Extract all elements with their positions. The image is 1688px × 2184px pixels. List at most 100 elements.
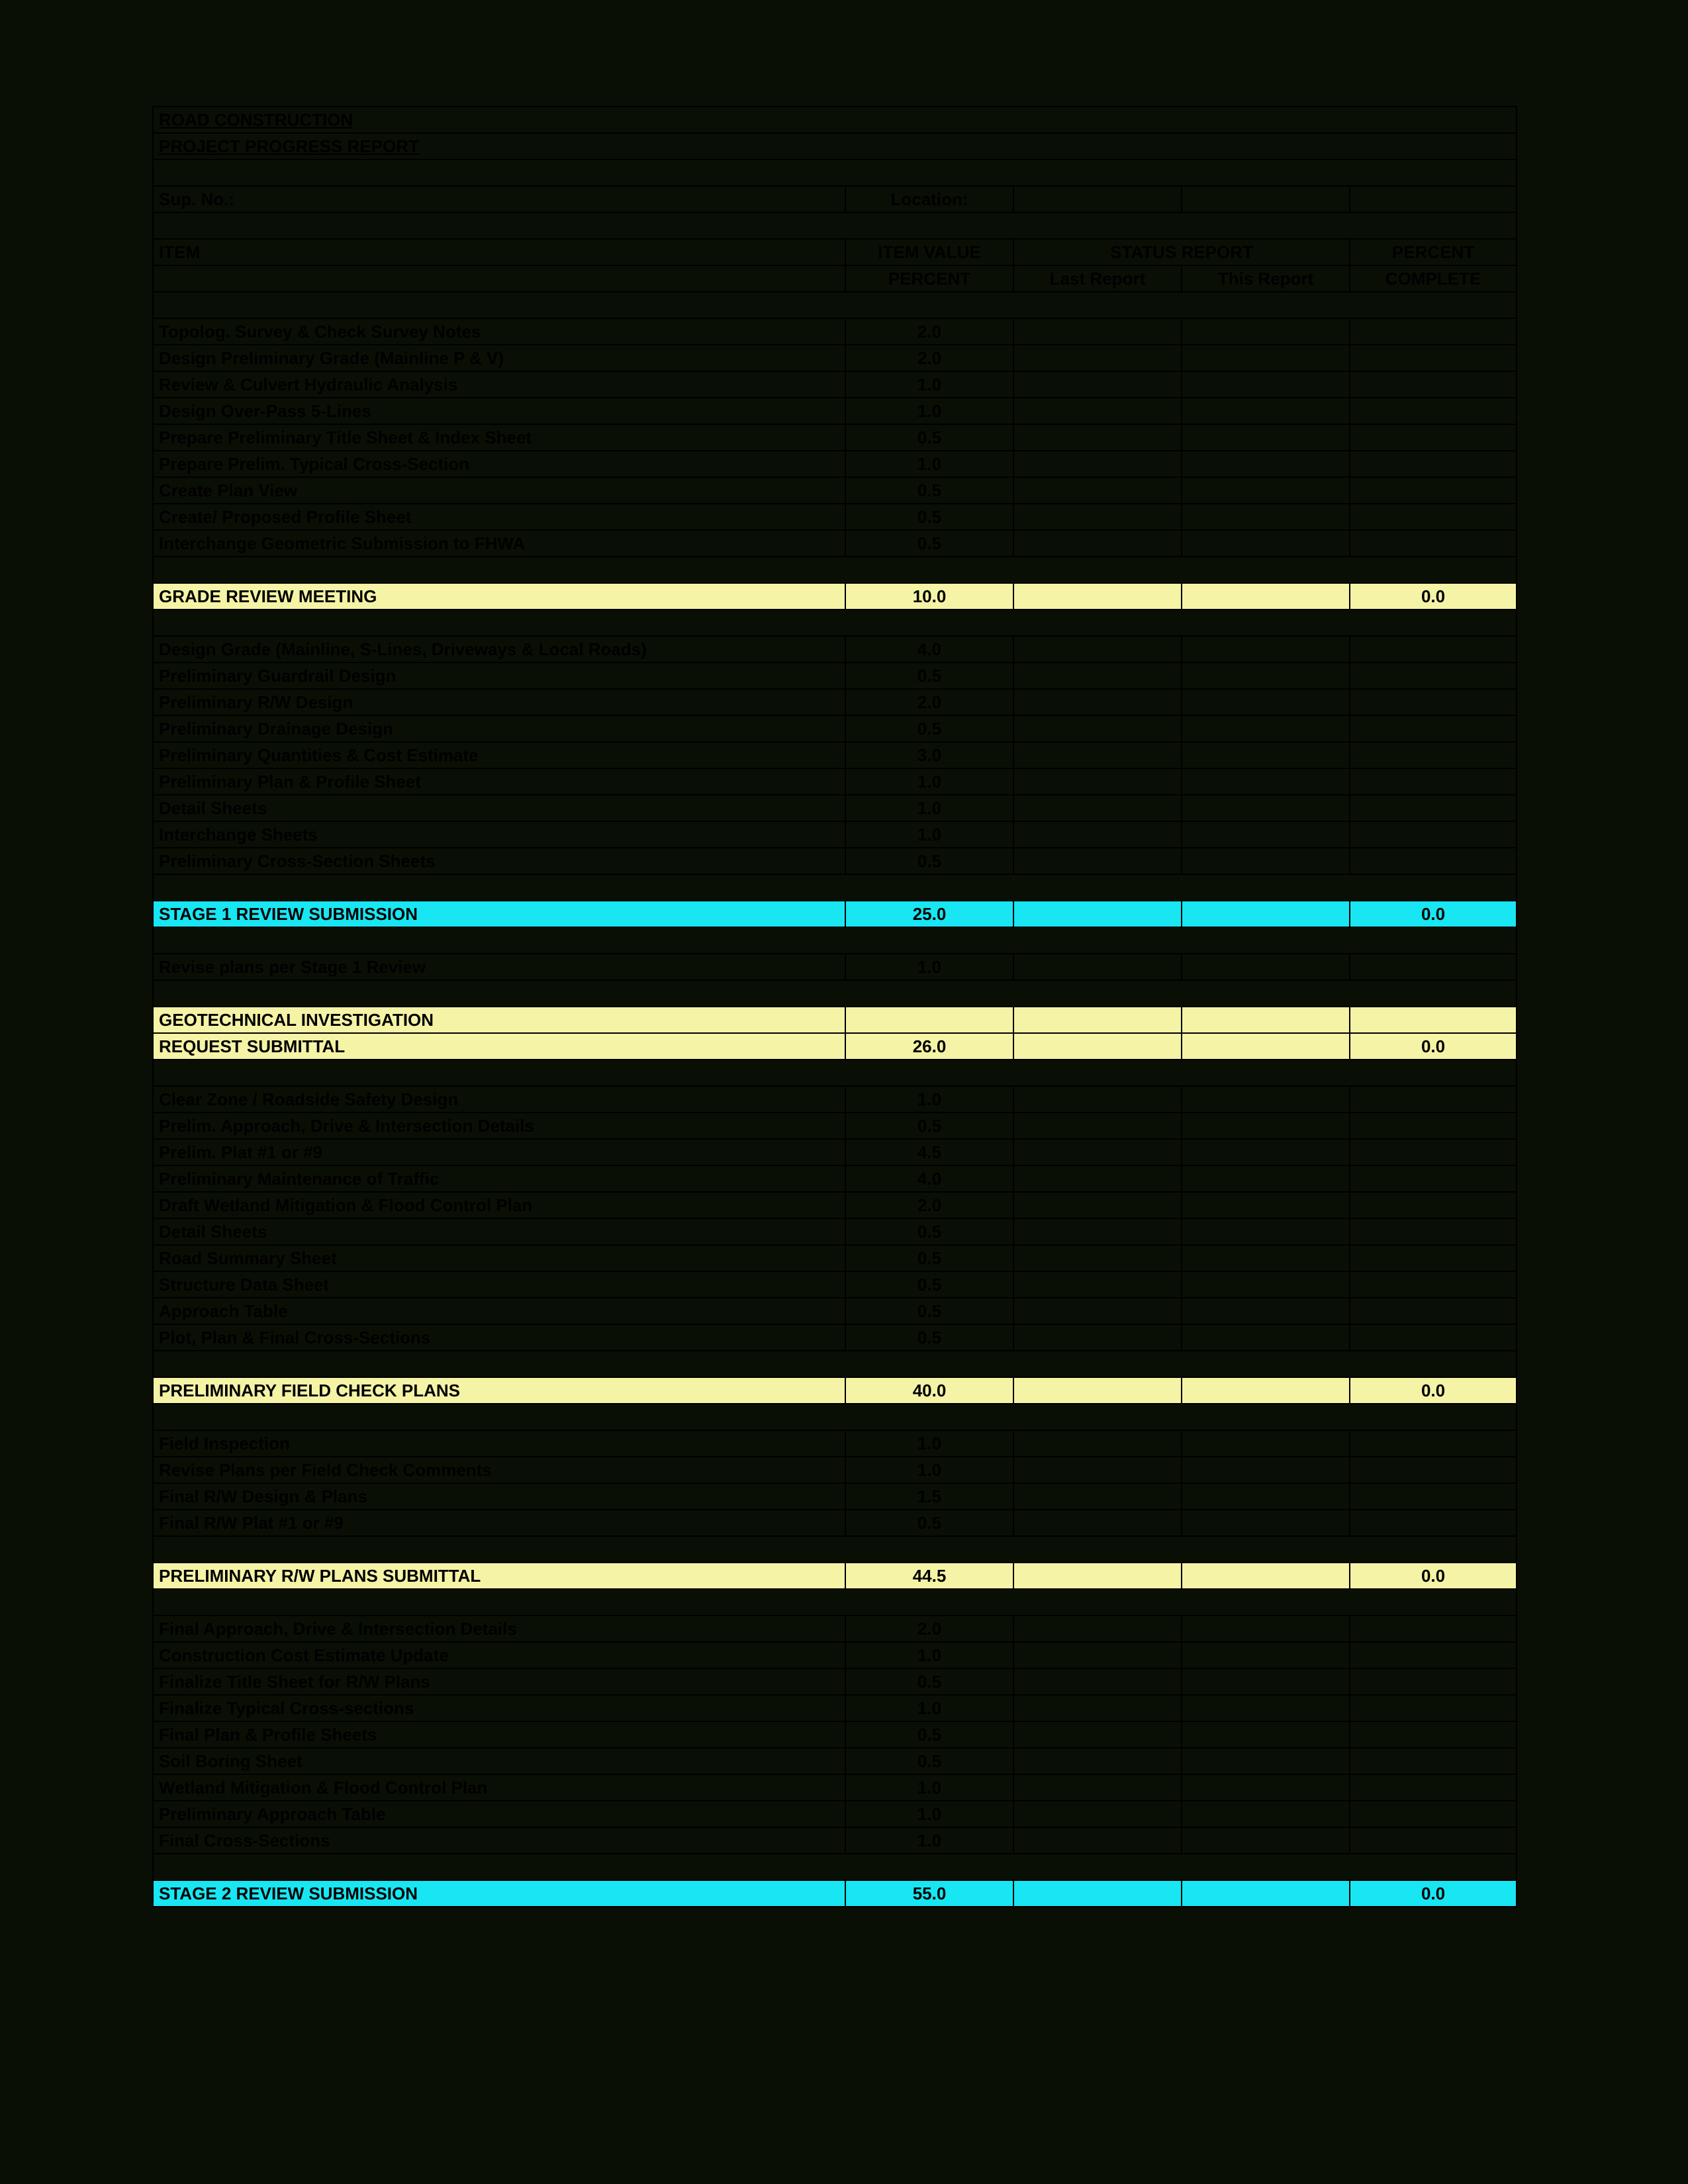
item-value: 0.5 — [845, 1245, 1013, 1271]
last-report-cell — [1013, 1165, 1182, 1192]
spacer-row — [153, 610, 1517, 636]
line-item-row: Final Plan & Profile Sheets0.5 — [153, 1721, 1517, 1748]
item-label: PRELIMINARY FIELD CHECK PLANS — [153, 1377, 845, 1404]
percent-complete-cell: 0.0 — [1350, 1563, 1517, 1589]
milestone-row: STAGE 1 REVIEW SUBMISSION25.00.0 — [153, 901, 1517, 927]
item-value: 1.0 — [845, 795, 1013, 821]
this-report-cell — [1182, 715, 1350, 742]
last-report-cell — [1013, 1139, 1182, 1165]
percent-complete-cell — [1350, 451, 1517, 477]
this-report-cell — [1182, 504, 1350, 530]
percent-complete-cell — [1350, 1748, 1517, 1774]
line-item-row: Road Summary Sheet0.5 — [153, 1245, 1517, 1271]
last-report-cell — [1013, 1483, 1182, 1510]
item-value: 1.5 — [845, 1483, 1013, 1510]
title-2: PROJECT PROGRESS REPORT — [153, 133, 1517, 159]
line-item-row: Design Preliminary Grade (Mainline P & V… — [153, 345, 1517, 371]
line-item-row: Final Approach, Drive & Intersection Det… — [153, 1615, 1517, 1642]
item-value: 0.5 — [845, 1748, 1013, 1774]
item-value: 0.5 — [845, 662, 1013, 689]
spacer-row — [153, 1536, 1517, 1563]
this-report-cell — [1182, 1880, 1350, 1907]
last-report-cell — [1013, 451, 1182, 477]
this-report-cell — [1182, 1748, 1350, 1774]
last-report-cell — [1013, 1774, 1182, 1801]
percent-complete-cell — [1350, 1324, 1517, 1351]
this-report-cell — [1182, 1298, 1350, 1324]
line-item-row: Field Inspection1.0 — [153, 1430, 1517, 1457]
item-label: Design Over-Pass 5-Lines — [153, 398, 845, 424]
this-report-cell — [1182, 1245, 1350, 1271]
last-report-cell — [1013, 1324, 1182, 1351]
item-value: 2.0 — [845, 318, 1013, 345]
milestone-row: REQUEST SUBMITTAL26.00.0 — [153, 1033, 1517, 1060]
item-label: Clear Zone / Roadside Safety Design — [153, 1086, 845, 1113]
item-value: 0.5 — [845, 1218, 1013, 1245]
item-label: Structure Data Sheet — [153, 1271, 845, 1298]
line-item-row: Approach Table0.5 — [153, 1298, 1517, 1324]
last-report-cell — [1013, 1721, 1182, 1748]
this-report-cell — [1182, 530, 1350, 557]
item-value: 1.0 — [845, 1827, 1013, 1854]
last-report-cell — [1013, 1457, 1182, 1483]
percent-complete-cell — [1350, 1298, 1517, 1324]
item-label: Preliminary Cross-Section Sheets — [153, 848, 845, 874]
line-item-row: Final Cross-Sections1.0 — [153, 1827, 1517, 1854]
last-report-cell — [1013, 795, 1182, 821]
item-value: 0.5 — [845, 504, 1013, 530]
item-value: 1.0 — [845, 451, 1013, 477]
item-label: Revise plans per Stage 1 Review — [153, 954, 845, 980]
item-value: 4.5 — [845, 1139, 1013, 1165]
last-report-cell — [1013, 1615, 1182, 1642]
last-report-cell — [1013, 715, 1182, 742]
item-label: Preliminary Maintenance of Traffic — [153, 1165, 845, 1192]
this-report-cell — [1182, 821, 1350, 848]
last-report-cell — [1013, 1510, 1182, 1536]
percent-complete-cell — [1350, 1510, 1517, 1536]
this-report-cell — [1182, 318, 1350, 345]
last-report-cell — [1013, 954, 1182, 980]
item-value: 4.0 — [845, 1165, 1013, 1192]
line-item-row: Prepare Preliminary Title Sheet & Index … — [153, 424, 1517, 451]
line-item-row: Revise Plans per Field Check Comments1.0 — [153, 1457, 1517, 1483]
last-report-cell — [1013, 1086, 1182, 1113]
this-report-cell — [1182, 1563, 1350, 1589]
this-report-cell — [1182, 477, 1350, 504]
col-head-1: ITEM ITEM VALUE STATUS REPORT PERCENT — [153, 239, 1517, 265]
last-report-cell — [1013, 821, 1182, 848]
percent-complete-cell — [1350, 345, 1517, 371]
percent-complete-cell — [1350, 371, 1517, 398]
item-label: Create/ Proposed Profile Sheet — [153, 504, 845, 530]
this-report-cell — [1182, 636, 1350, 662]
item-label: Preliminary Guardrail Design — [153, 662, 845, 689]
item-label: Final R/W Plat #1 or #9 — [153, 1510, 845, 1536]
item-label: Finalize Title Sheet for R/W Plans — [153, 1668, 845, 1695]
percent-complete-cell — [1350, 1113, 1517, 1139]
milestone-row: GRADE REVIEW MEETING10.00.0 — [153, 583, 1517, 610]
milestone-row: STAGE 2 REVIEW SUBMISSION55.00.0 — [153, 1880, 1517, 1907]
percent-complete-cell — [1350, 768, 1517, 795]
item-label: Design Preliminary Grade (Mainline P & V… — [153, 345, 845, 371]
item-value: 1.0 — [845, 1642, 1013, 1668]
item-value: 1.0 — [845, 1695, 1013, 1721]
item-label: Final R/W Design & Plans — [153, 1483, 845, 1510]
percent-complete-cell — [1350, 1165, 1517, 1192]
item-label: Wetland Mitigation & Flood Control Plan — [153, 1774, 845, 1801]
item-value: 0.5 — [845, 1721, 1013, 1748]
col-value2: PERCENT — [845, 265, 1013, 292]
location-label: Location: — [845, 186, 1013, 212]
spacer-row — [153, 557, 1517, 583]
this-report-cell — [1182, 1377, 1350, 1404]
last-report-cell — [1013, 424, 1182, 451]
line-item-row: Finalize Typical Cross-sections1.0 — [153, 1695, 1517, 1721]
item-label: Preliminary Quantities & Cost Estimate — [153, 742, 845, 768]
last-report-cell — [1013, 768, 1182, 795]
info-row: Sup. No.: Location: — [153, 186, 1517, 212]
item-label: Construction Cost Estimate Update — [153, 1642, 845, 1668]
item-label: Finalize Typical Cross-sections — [153, 1695, 845, 1721]
spacer-row — [153, 980, 1517, 1007]
item-label: Interchange Sheets — [153, 821, 845, 848]
col-pct: PERCENT — [1350, 239, 1517, 265]
item-value: 55.0 — [845, 1880, 1013, 1907]
item-value: 0.5 — [845, 715, 1013, 742]
